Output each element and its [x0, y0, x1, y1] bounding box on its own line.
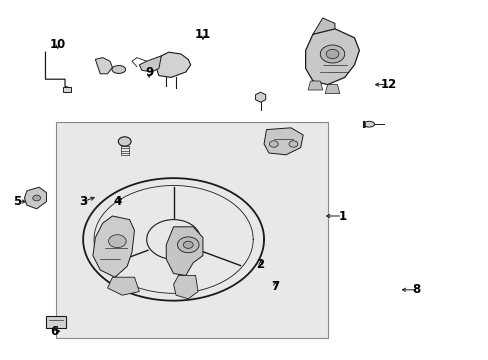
- FancyBboxPatch shape: [62, 87, 71, 92]
- Polygon shape: [166, 227, 203, 275]
- Circle shape: [33, 195, 41, 201]
- Text: 10: 10: [49, 39, 66, 51]
- Circle shape: [325, 49, 338, 59]
- Polygon shape: [156, 52, 190, 77]
- Polygon shape: [95, 58, 112, 74]
- Circle shape: [118, 137, 131, 146]
- Text: 6: 6: [51, 325, 59, 338]
- Polygon shape: [305, 29, 359, 85]
- Polygon shape: [307, 81, 322, 90]
- Text: 8: 8: [412, 283, 420, 296]
- Text: 7: 7: [271, 280, 279, 293]
- Polygon shape: [325, 85, 339, 94]
- Circle shape: [108, 235, 126, 248]
- Circle shape: [269, 141, 278, 147]
- FancyBboxPatch shape: [46, 316, 66, 328]
- Polygon shape: [139, 56, 161, 72]
- FancyBboxPatch shape: [56, 122, 327, 338]
- Circle shape: [183, 241, 193, 248]
- Text: 9: 9: [145, 66, 153, 78]
- Polygon shape: [255, 92, 265, 102]
- Text: 3: 3: [79, 195, 87, 208]
- Text: 4: 4: [113, 195, 121, 208]
- Text: 11: 11: [194, 28, 211, 41]
- Polygon shape: [24, 187, 46, 209]
- Ellipse shape: [112, 66, 125, 73]
- Polygon shape: [173, 275, 198, 299]
- Polygon shape: [93, 216, 134, 277]
- Circle shape: [288, 141, 297, 147]
- Polygon shape: [264, 128, 303, 155]
- Text: 1: 1: [338, 210, 346, 222]
- Circle shape: [320, 45, 344, 63]
- Polygon shape: [107, 277, 139, 295]
- Ellipse shape: [363, 121, 374, 127]
- Text: 12: 12: [380, 78, 396, 91]
- Polygon shape: [312, 18, 334, 34]
- Text: 5: 5: [13, 195, 21, 208]
- Circle shape: [177, 237, 199, 253]
- Text: 2: 2: [256, 258, 264, 271]
